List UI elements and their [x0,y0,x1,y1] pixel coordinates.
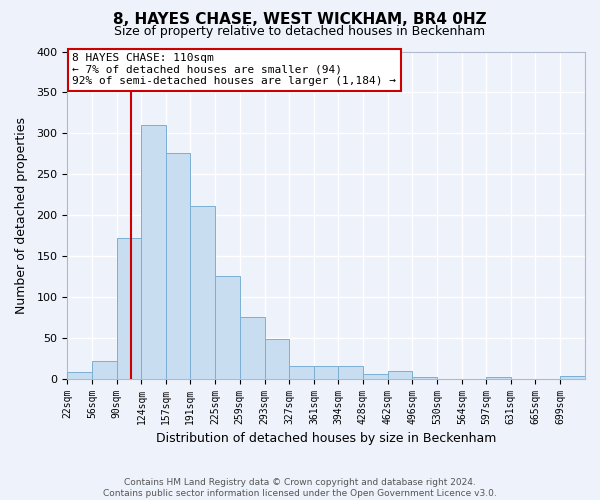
Bar [265,340,289,378]
Text: Contains HM Land Registry data © Crown copyright and database right 2024.
Contai: Contains HM Land Registry data © Crown c… [103,478,497,498]
Bar [314,366,338,378]
Text: Size of property relative to detached houses in Beckenham: Size of property relative to detached ho… [115,25,485,38]
X-axis label: Distribution of detached houses by size in Beckenham: Distribution of detached houses by size … [156,432,496,445]
Bar [92,360,117,378]
Bar [338,366,363,378]
Bar [117,238,142,378]
Text: 8, HAYES CHASE, WEST WICKHAM, BR4 0HZ: 8, HAYES CHASE, WEST WICKHAM, BR4 0HZ [113,12,487,28]
Bar [190,206,215,378]
Bar [142,125,166,378]
Text: 8 HAYES CHASE: 110sqm
← 7% of detached houses are smaller (94)
92% of semi-detac: 8 HAYES CHASE: 110sqm ← 7% of detached h… [73,53,397,86]
Bar [166,153,190,378]
Bar [560,376,585,378]
Bar [67,372,92,378]
Bar [215,276,240,378]
Bar [363,374,388,378]
Bar [486,377,511,378]
Bar [388,372,412,378]
Bar [289,366,314,378]
Bar [240,318,265,378]
Bar [412,377,437,378]
Y-axis label: Number of detached properties: Number of detached properties [15,116,28,314]
